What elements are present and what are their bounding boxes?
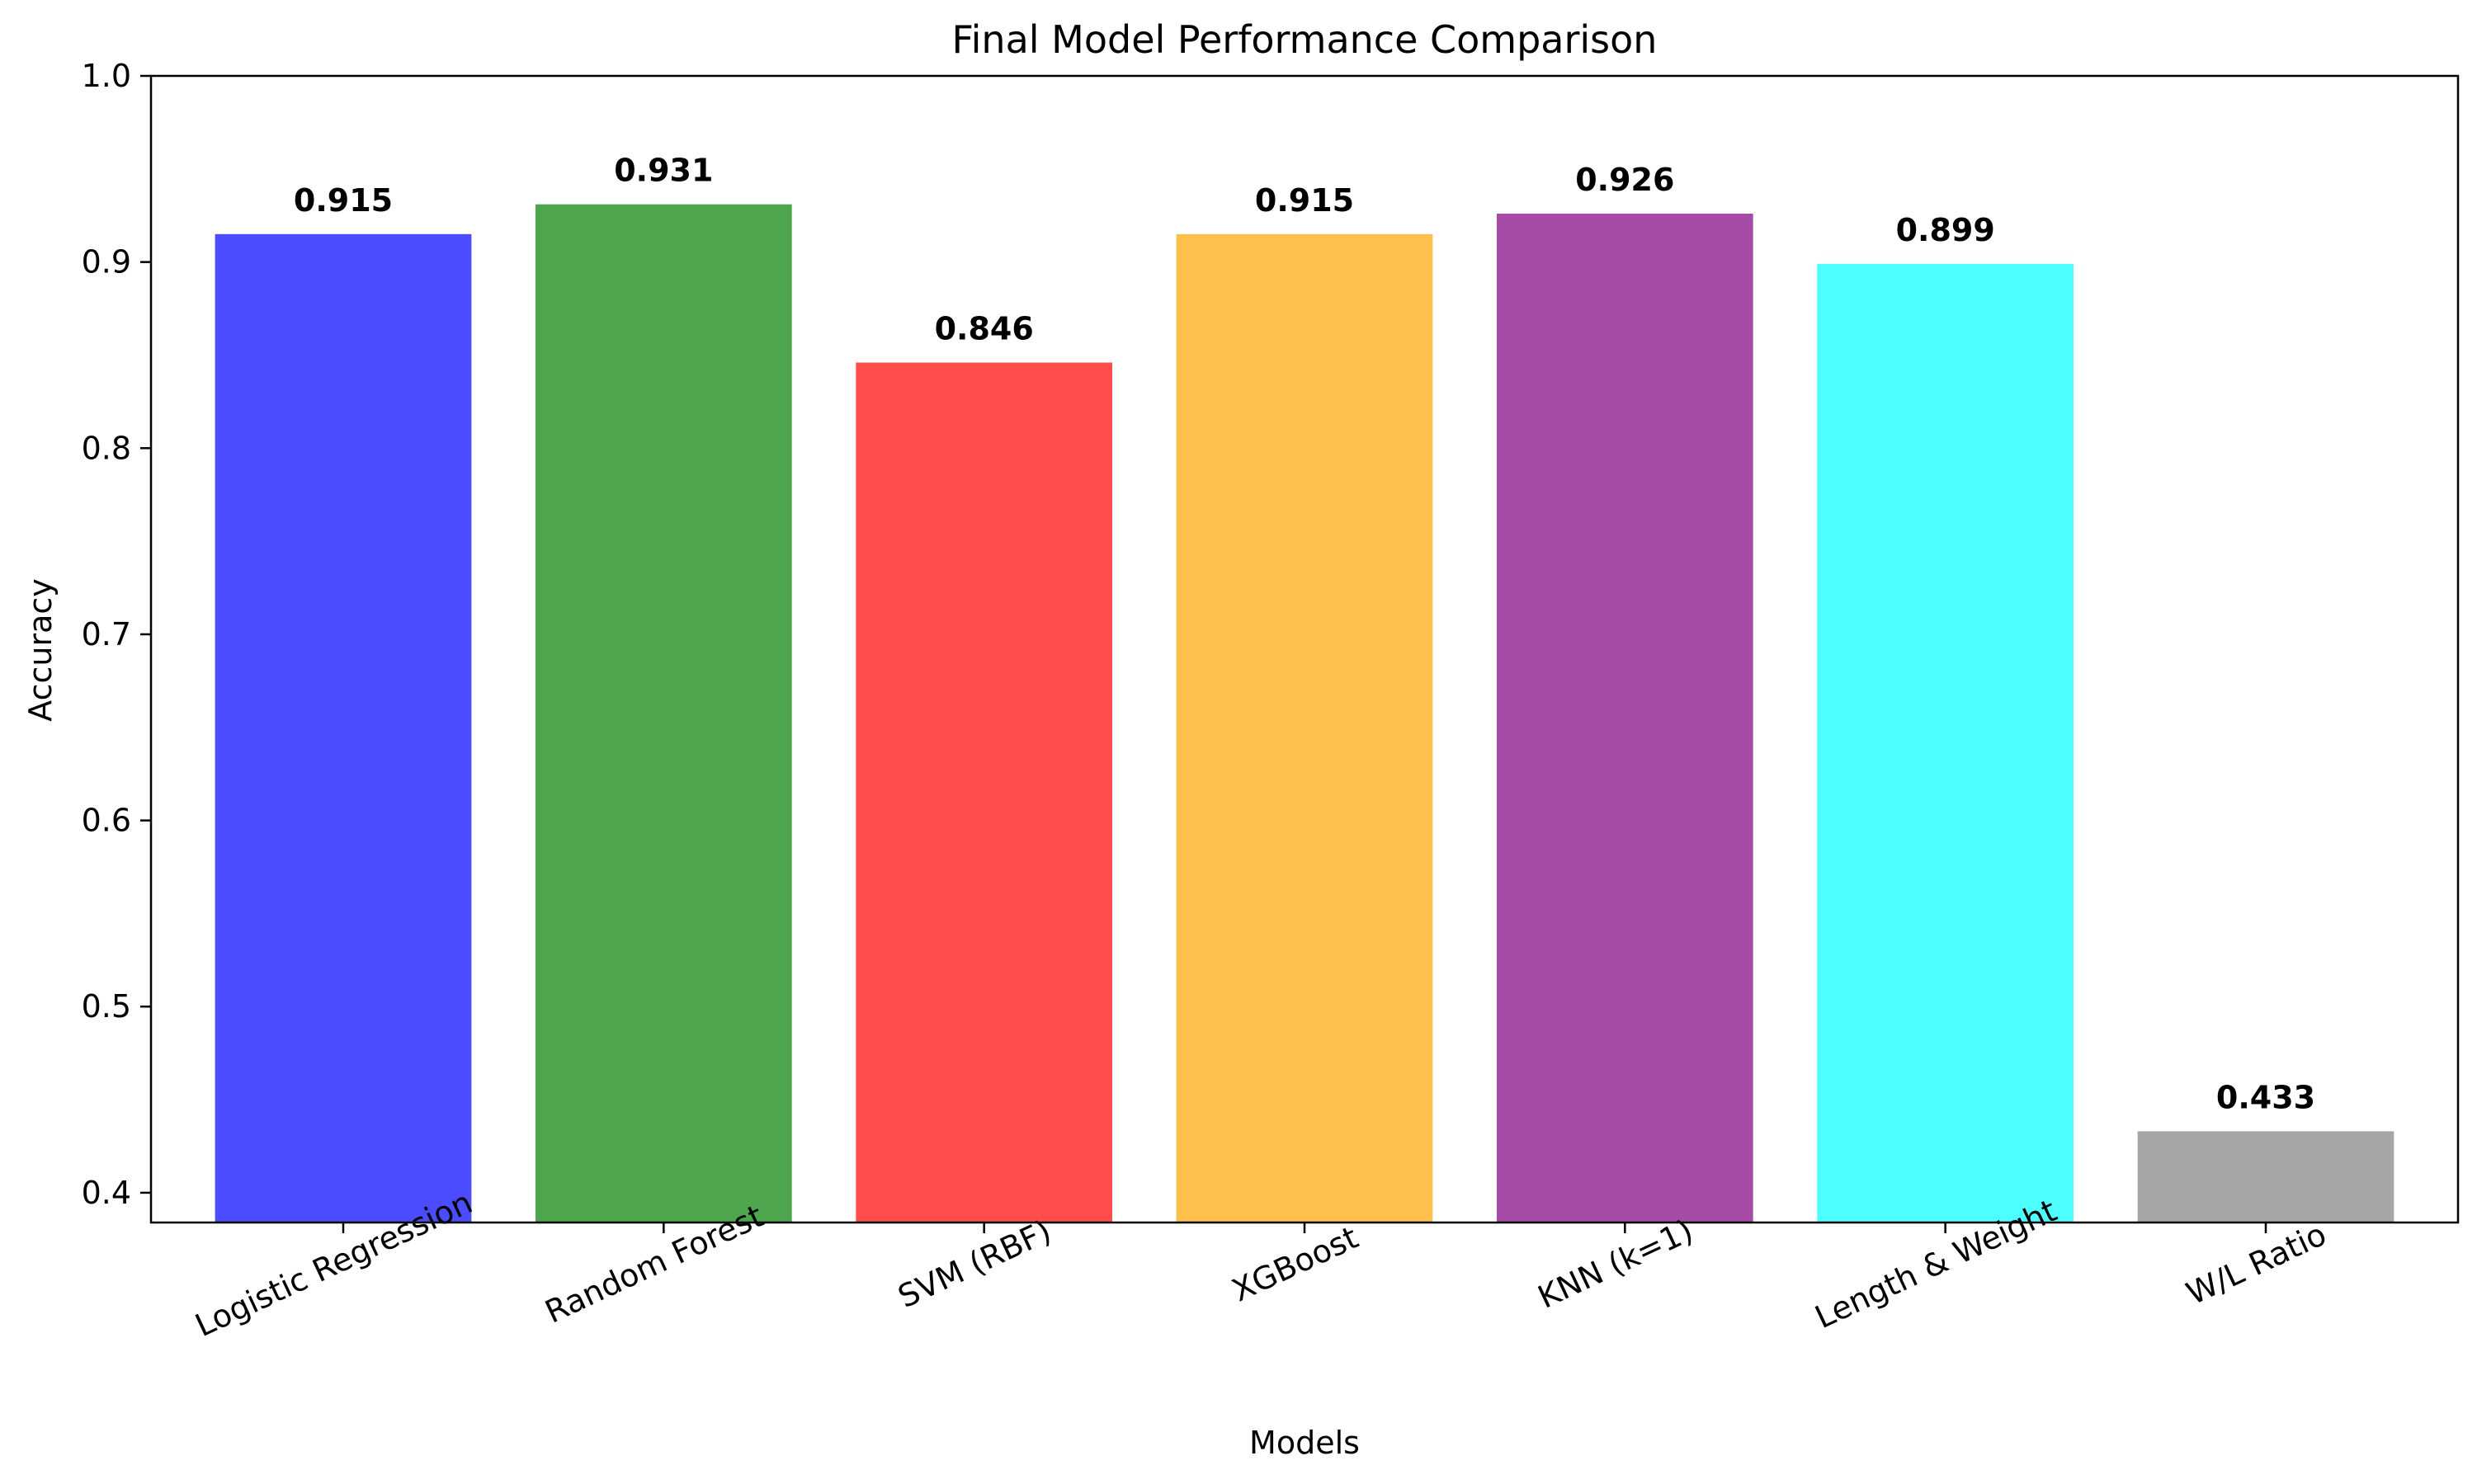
y-tick-label-1: 0.5 (82, 988, 131, 1025)
bar-value-label-3: 0.915 (1255, 182, 1354, 219)
x-tick-label-6: W/L Ratio (2181, 1216, 2332, 1312)
y-tick-label-3: 0.7 (82, 616, 131, 652)
bar-6 (2137, 1131, 2394, 1223)
y-axis-title: Accuracy (22, 578, 59, 722)
value-labels-group: 0.915 0.931 0.846 0.915 0.926 0.899 0.433 (294, 153, 2315, 1116)
bar-value-label-4: 0.926 (1575, 162, 1674, 198)
bar-0 (215, 233, 472, 1223)
x-tick-label-4: KNN (k=1) (1532, 1213, 1698, 1316)
bar-3 (1176, 233, 1433, 1223)
chart-title: Final Model Performance Comparison (952, 17, 1658, 62)
x-axis-title: Models (1249, 1425, 1360, 1461)
bar-value-label-6: 0.433 (2216, 1079, 2315, 1115)
y-tick-label-0: 0.4 (82, 1175, 131, 1211)
bar-5 (1817, 263, 2074, 1223)
bar-value-label-2: 0.846 (935, 311, 1034, 347)
y-tick-label-2: 0.6 (82, 803, 131, 839)
x-tick-label-3: XGBoost (1226, 1219, 1363, 1309)
y-tick-label-6: 1.0 (82, 58, 131, 94)
x-tick-label-2: SVM (RBF) (893, 1213, 1057, 1315)
y-tick-label-5: 0.9 (82, 244, 131, 280)
bar-2 (856, 362, 1112, 1223)
bar-value-label-0: 0.915 (294, 182, 393, 219)
plot-frame (149, 74, 2460, 1224)
bar-value-label-5: 0.899 (1896, 212, 1995, 248)
bar-value-label-1: 0.931 (614, 153, 713, 189)
bar-4 (1497, 213, 1753, 1223)
y-tick-label-4: 0.8 (82, 430, 131, 466)
y-axis: 0.4 0.5 0.6 0.7 0.8 0.9 1.0 (82, 58, 151, 1211)
bars-group (215, 204, 2394, 1223)
bar-1 (536, 204, 792, 1223)
